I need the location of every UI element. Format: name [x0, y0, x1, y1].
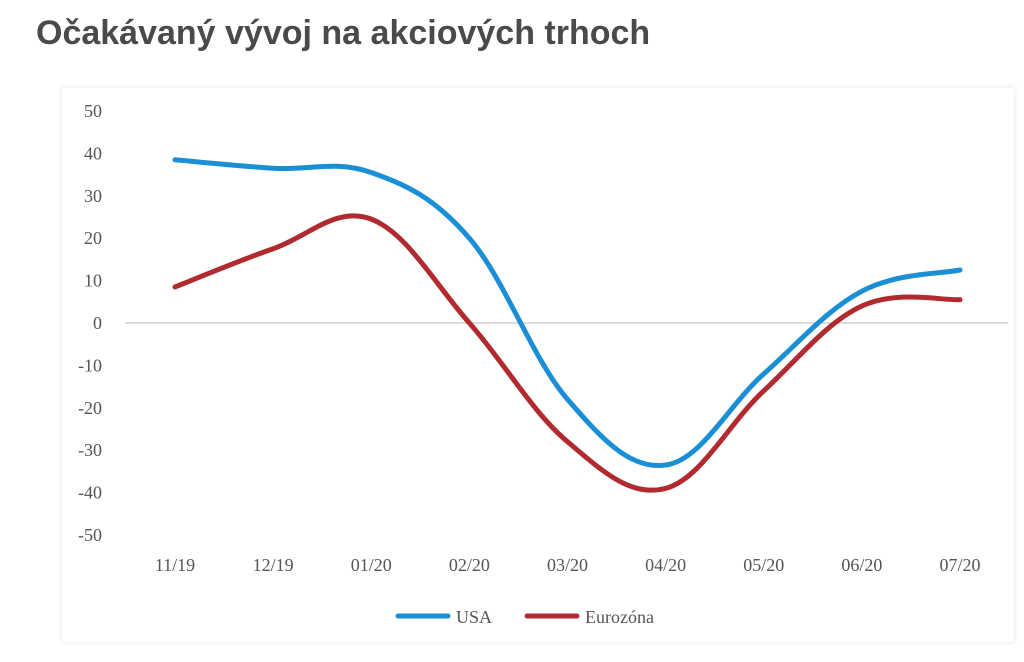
- x-tick-label: 12/19: [253, 555, 294, 575]
- y-tick-label: -20: [78, 398, 102, 418]
- y-tick-label: -10: [78, 355, 102, 375]
- x-tick-label: 07/20: [939, 555, 980, 575]
- x-tick-label: 11/19: [155, 555, 195, 575]
- y-tick-label: 10: [84, 271, 102, 291]
- y-tick-label: -30: [78, 440, 102, 460]
- y-tick-label: -50: [78, 525, 102, 545]
- x-axis: 11/19 12/19 01/20 02/20 03/20 04/20 05/20 06/20…: [155, 555, 981, 575]
- x-tick-label: 06/20: [841, 555, 882, 575]
- page-title: Očakávaný vývoj na akciových trhoch: [36, 14, 651, 52]
- y-tick-label: 20: [84, 228, 102, 248]
- y-tick-label: 0: [93, 313, 102, 333]
- x-tick-label: 03/20: [547, 555, 588, 575]
- y-tick-label: -40: [78, 483, 102, 503]
- x-tick-label: 05/20: [743, 555, 784, 575]
- series-line-usa: [172, 157, 963, 468]
- chart-panel: [62, 88, 1014, 642]
- x-tick-label: 02/20: [449, 555, 490, 575]
- y-tick-label: 30: [84, 186, 102, 206]
- series-line-eurozóna: [172, 213, 963, 493]
- y-axis: 50 40 30 20 10 0 -10 -20 -30 -40 -50: [78, 101, 102, 545]
- legend-label: Eurozóna: [585, 607, 654, 627]
- y-tick-label: 50: [84, 101, 102, 121]
- series-layer: [172, 157, 963, 493]
- y-tick-label: 40: [84, 143, 102, 163]
- x-tick-label: 04/20: [645, 555, 686, 575]
- legend: USA Eurozóna: [395, 607, 654, 627]
- legend-label: USA: [456, 607, 492, 627]
- x-tick-label: 01/20: [351, 555, 392, 575]
